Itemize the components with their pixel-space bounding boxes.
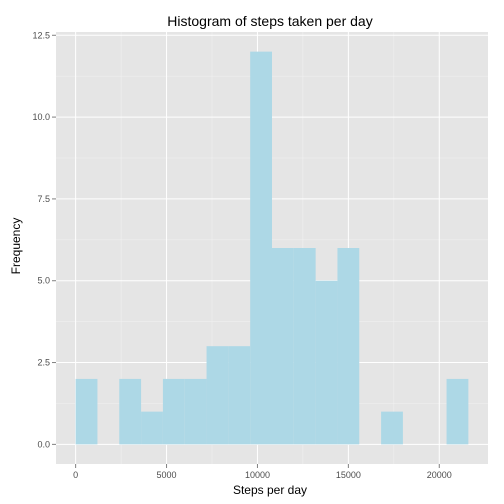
x-axis-ticks: 0 5000 10000 15000 20000 [73,464,452,480]
histogram-bar [337,248,360,445]
histogram-bar [162,378,185,445]
histogram-bar [141,411,163,445]
chart-title: Histogram of steps taken per day [167,13,372,29]
y-tick-label: 5.0 [37,276,50,286]
histogram-bar [446,378,469,445]
y-tick-label: 7.5 [37,194,50,204]
histogram-bar [206,346,229,445]
histogram-bar [272,248,294,445]
y-tick-label: 2.5 [37,358,50,368]
x-tick-label: 15000 [336,470,361,480]
histogram-bar [293,248,316,445]
histogram-bar [119,378,142,445]
x-tick-label: 5000 [157,470,177,480]
y-axis-title: Frequency [9,218,23,275]
histogram-bar [75,378,98,445]
histogram-bar [228,346,251,445]
x-axis-title: Steps per day [233,483,307,497]
x-tick-label: 20000 [427,470,452,480]
x-tick-label: 0 [73,470,78,480]
histogram-bar [184,378,207,445]
histogram-bar [381,411,403,445]
y-tick-label: 10.0 [32,112,50,122]
y-tick-label: 0.0 [37,439,50,449]
y-tick-label: 12.5 [32,30,50,40]
histogram-bar [315,280,338,445]
x-tick-label: 10000 [245,470,270,480]
y-axis-ticks: 0.0 2.5 5.0 7.5 10.0 12.5 [32,30,56,449]
histogram-bars [75,51,469,445]
histogram-bar [250,51,272,445]
